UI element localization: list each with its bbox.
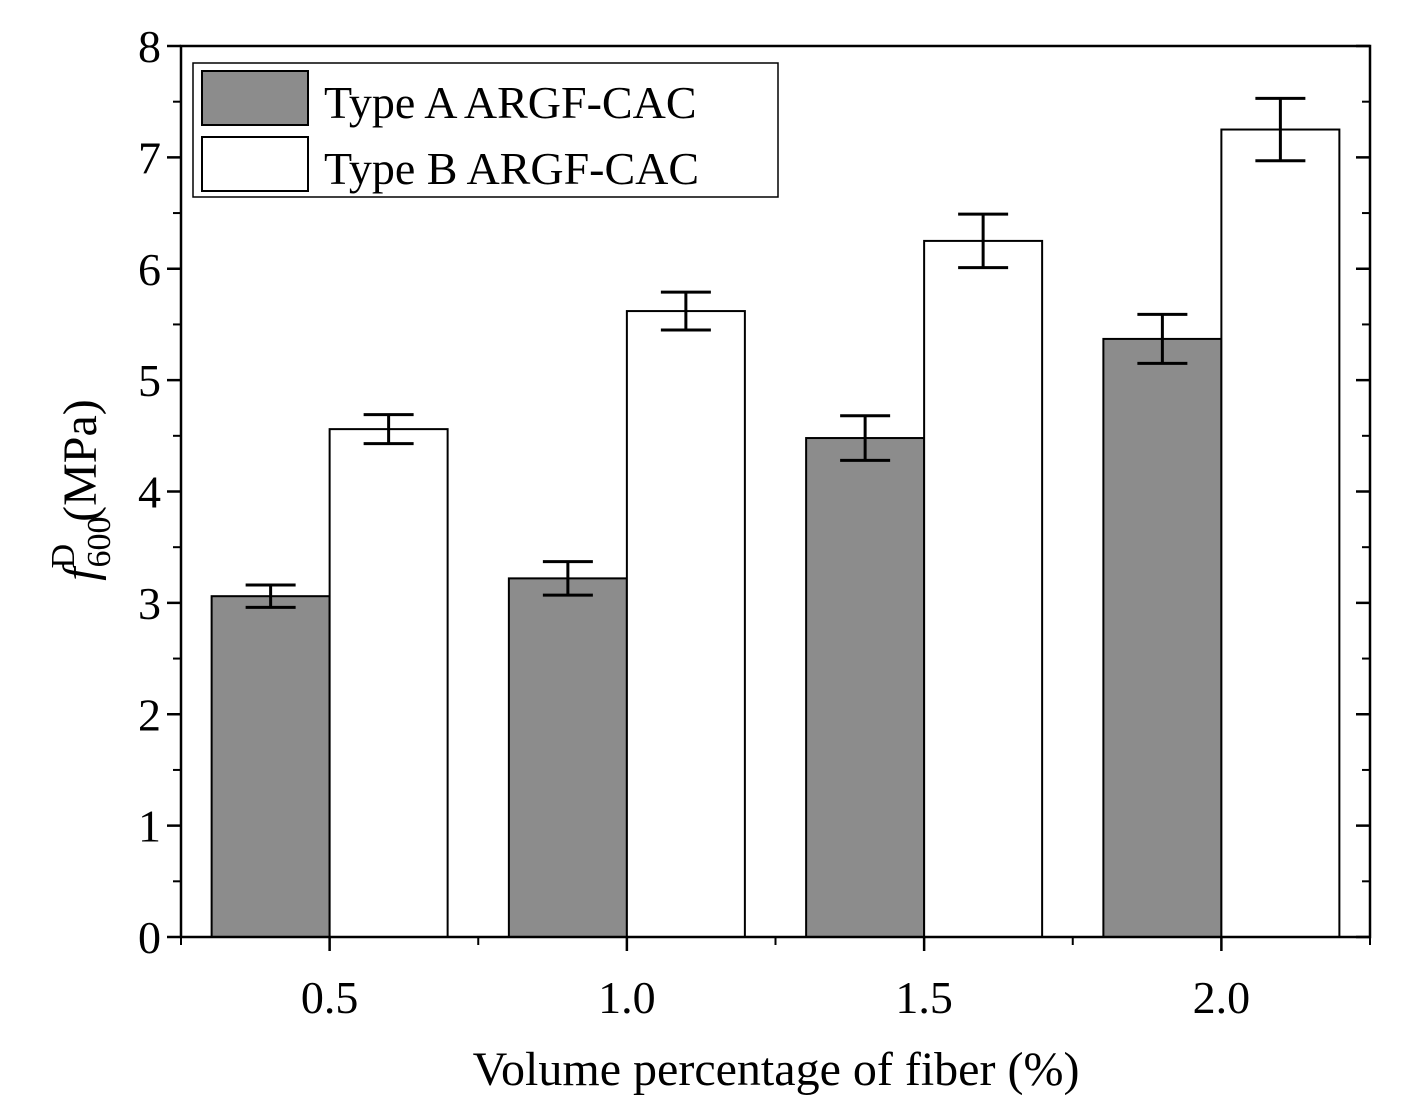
legend-label-type-b: Type B ARGF-CAC — [324, 143, 699, 194]
y-tick-label: 4 — [138, 467, 161, 518]
y-axis-label: f600D(MPa) — [45, 399, 118, 581]
legend-label-type-a: Type A ARGF-CAC — [324, 77, 697, 128]
x-tick-label: 1.5 — [895, 972, 953, 1023]
error-bar-series1-2.0 — [1137, 312, 1188, 365]
legend-swatch-type-b — [201, 136, 309, 192]
bar-series1-1.5 — [805, 437, 926, 938]
x-axis-label: Volume percentage of fiber (%) — [473, 1043, 1080, 1096]
y-tick-label: 5 — [138, 355, 161, 406]
error-bar-series2-1.5 — [958, 212, 1009, 270]
legend-swatch-type-a — [201, 70, 309, 126]
y-tick-label: 3 — [138, 578, 161, 629]
y-tick-label: 6 — [138, 244, 161, 295]
bar-series1-2.0 — [1102, 337, 1223, 938]
error-bar-series2-1.0 — [660, 290, 711, 332]
y-tick-label: 1 — [138, 801, 161, 852]
error-bar-series2-2.0 — [1255, 96, 1306, 163]
y-tick-label: 2 — [138, 689, 161, 740]
error-bar-series1-1.0 — [542, 560, 593, 597]
bar-series2-0.5 — [328, 428, 449, 938]
legend: Type A ARGF-CAC Type B ARGF-CAC — [192, 62, 779, 198]
bar-series2-1.0 — [625, 310, 746, 938]
bar-series1-0.5 — [210, 595, 331, 938]
y-tick-label: 7 — [138, 132, 161, 183]
x-tick-label: 2.0 — [1193, 972, 1251, 1023]
x-tick-label: 1.0 — [598, 972, 656, 1023]
bar-series2-2.0 — [1220, 128, 1341, 938]
y-axis-label-subscript: 600 — [81, 516, 118, 567]
y-tick-label: 8 — [138, 21, 161, 72]
error-bar-series2-0.5 — [363, 413, 414, 446]
x-tick-label: 0.5 — [301, 972, 359, 1023]
bar-series2-1.5 — [923, 239, 1044, 938]
y-tick-label: 0 — [138, 912, 161, 963]
error-bar-series1-1.5 — [840, 414, 891, 462]
bar-series1-1.0 — [507, 577, 628, 938]
y-axis-label-unit: (MPa) — [54, 399, 107, 522]
y-axis-label-superscript: D — [45, 544, 82, 569]
bars-layer — [210, 128, 1341, 938]
error-bars-layer — [245, 96, 1306, 609]
error-bar-series1-0.5 — [245, 583, 296, 609]
ticks-layer: 0.5 1.0 1.5 2.0 0 1 2 3 4 5 6 7 8 — [138, 21, 1371, 1023]
